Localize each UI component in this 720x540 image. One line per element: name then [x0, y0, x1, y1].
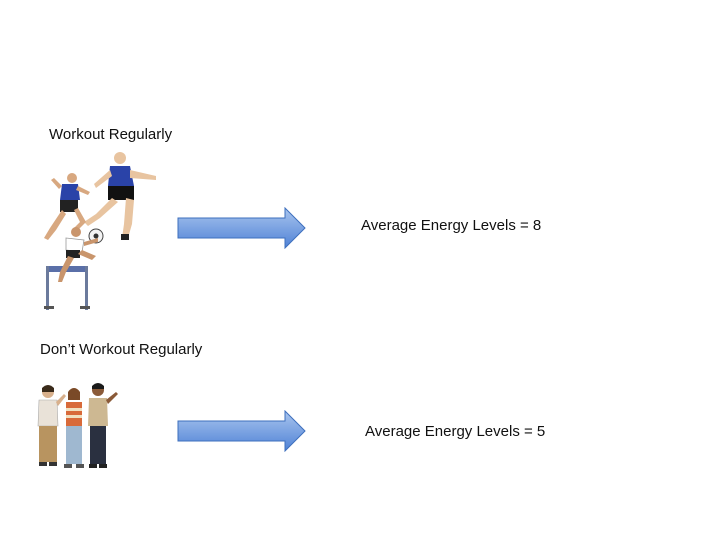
person-2-icon	[64, 388, 84, 468]
person-1-icon	[37, 385, 66, 466]
hurdler-icon	[58, 227, 98, 282]
people-standing-icon	[37, 383, 118, 468]
right-arrow-icon	[177, 207, 306, 249]
soccer-player-icon	[84, 152, 156, 240]
group-label-workout: Workout Regularly	[49, 126, 173, 143]
right-arrow-icon	[177, 410, 306, 452]
result-text-workout: Average Energy Levels = 8	[361, 217, 542, 234]
result-text-no-workout: Average Energy Levels = 5	[365, 423, 546, 440]
ball-icon	[88, 228, 104, 244]
athletes-icon	[44, 152, 156, 310]
person-3-icon	[88, 383, 118, 468]
group-label-no-workout: Don’t Workout Regularly	[40, 341, 203, 358]
hurdle-icon	[44, 266, 90, 310]
runner-icon	[44, 173, 90, 240]
